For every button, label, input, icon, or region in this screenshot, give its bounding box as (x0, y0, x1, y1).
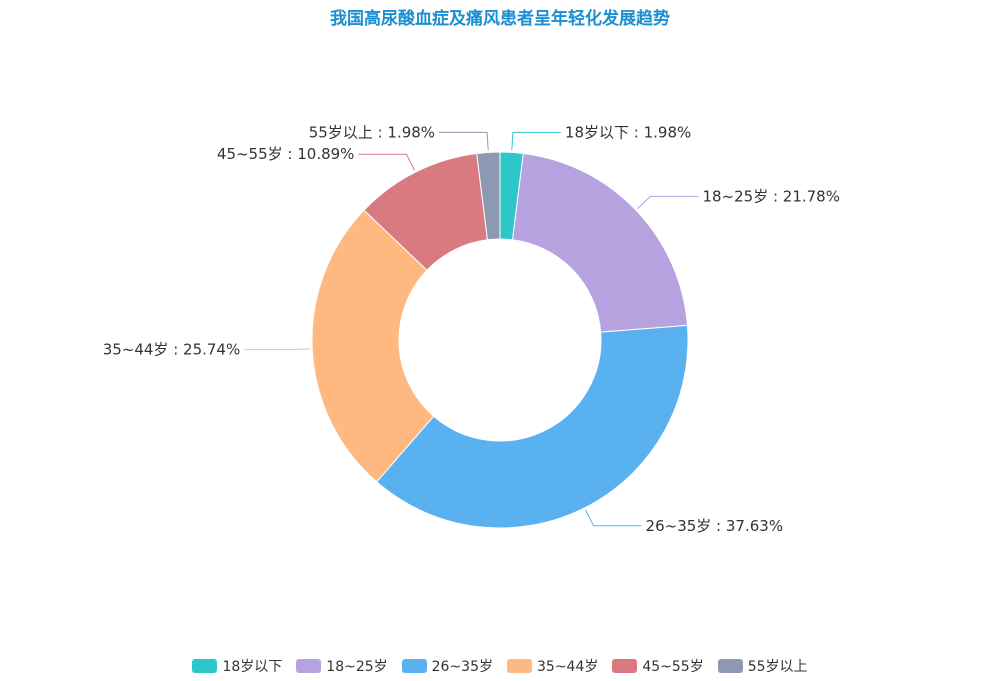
legend-swatch (401, 659, 427, 673)
slice-label-5: 45~55岁 : 10.89% (217, 145, 355, 163)
donut-slice-4[interactable] (311, 209, 435, 483)
legend-item-3[interactable]: 26~35岁 (401, 656, 493, 676)
donut-slice-6[interactable] (476, 151, 501, 241)
legend-swatch (612, 659, 638, 673)
leader-line-3 (585, 509, 642, 527)
legend-swatch (717, 659, 743, 673)
slice-label-3: 26~35岁 : 37.63% (646, 517, 784, 535)
legend-item-4[interactable]: 35~44岁 (507, 656, 598, 676)
donut-slice-2[interactable] (511, 152, 688, 333)
legend-label: 45~55岁 (642, 659, 704, 675)
leader-line-5 (358, 153, 415, 171)
legend-label: 26~35岁 (431, 659, 493, 675)
legend-label: 35~44岁 (537, 659, 599, 675)
slice-labels: 18岁以下 : 1.98% 18~25岁 : 21.78% 26~35岁 : 37.… (103, 123, 840, 534)
donut-chart: 18岁以下 : 1.98% 18~25岁 : 21.78% 26~35岁 : 37.… (103, 123, 840, 534)
legend-swatch (507, 659, 532, 673)
slice-label-4: 35~44岁 : 25.74% (103, 341, 241, 359)
label-leader-lines (244, 131, 699, 527)
legend-swatch (192, 659, 218, 673)
legend-item-6[interactable]: 55岁以上 (717, 656, 808, 676)
chart-title: 我国高尿酸血症及痛风患者呈年轻化发展趋势 (330, 9, 670, 29)
legend-label: 55岁以上 (747, 659, 808, 675)
legend-item-1[interactable]: 18岁以下 (192, 656, 282, 676)
leader-line-2 (637, 195, 699, 210)
leader-line-1 (511, 131, 561, 151)
legend-swatch (296, 659, 322, 673)
legend-label: 18岁以下 (222, 659, 283, 675)
chart-legend: 18岁以下 18~25岁 26~35岁 35~44岁 45~55岁 55岁以上 (0, 656, 1000, 676)
slice-label-2: 18~25岁 : 21.78% (702, 187, 840, 205)
donut-slices (311, 151, 689, 529)
slice-label-6: 55岁以上 : 1.98% (309, 123, 435, 141)
leader-line-6 (439, 131, 489, 151)
legend-label: 18~25岁 (326, 659, 388, 675)
legend-item-2[interactable]: 18~25岁 (296, 656, 388, 676)
leader-line-4 (244, 348, 311, 351)
slice-label-1: 18岁以下 : 1.98% (565, 123, 691, 141)
legend-item-5[interactable]: 45~55岁 (612, 656, 704, 676)
donut-slice-3[interactable] (375, 324, 689, 529)
